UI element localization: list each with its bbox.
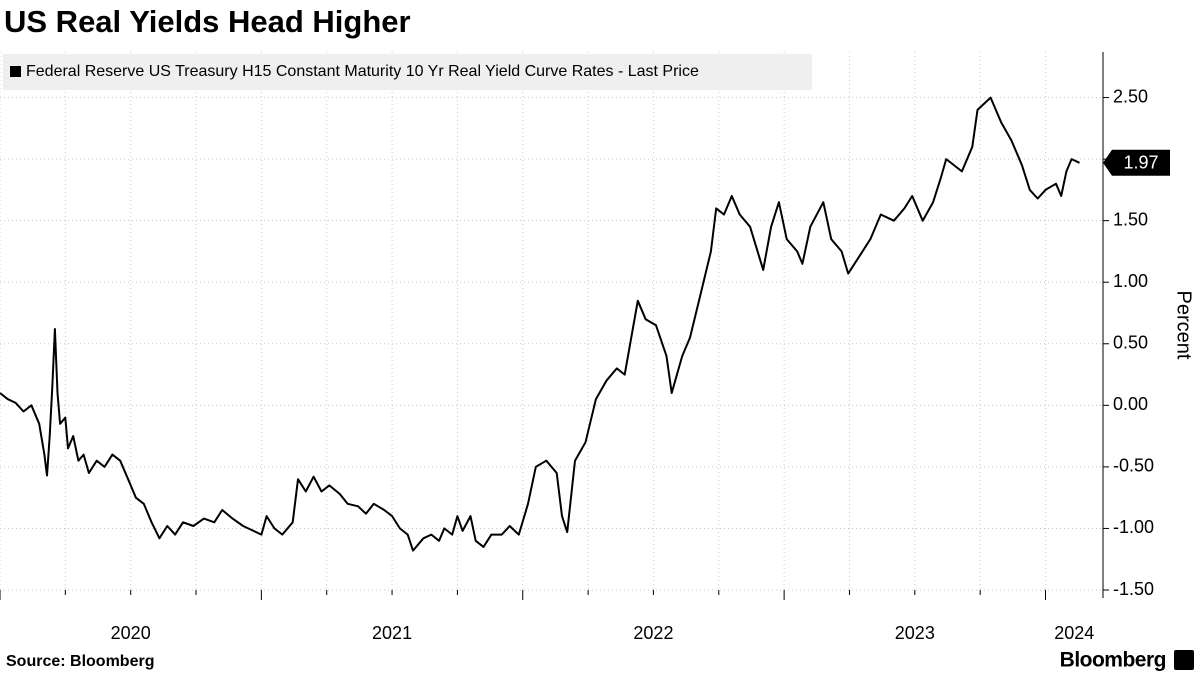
x-tick-label: 2020 xyxy=(111,623,151,643)
x-tick-label: 2021 xyxy=(372,623,412,643)
brand: Bloomberg xyxy=(1060,649,1166,672)
y-tick-label: 0.50 xyxy=(1113,333,1148,353)
x-tick-label: 2022 xyxy=(633,623,673,643)
last-value-label: 1.97 xyxy=(1123,153,1158,173)
y-tick-label: -1.50 xyxy=(1113,579,1154,599)
source: Source: Bloomberg xyxy=(6,653,154,670)
legend-label: Federal Reserve US Treasury H15 Constant… xyxy=(26,63,699,80)
line xyxy=(0,96,1080,552)
y-tick-label: 1.00 xyxy=(1113,271,1148,291)
x-tick-label: 2023 xyxy=(895,623,935,643)
legend-swatch xyxy=(10,66,21,77)
x-tick-label: 2024 xyxy=(1054,623,1094,643)
y-tick-label: -1.00 xyxy=(1113,517,1154,537)
last-value-tag: 1.97 xyxy=(1103,149,1170,176)
legend: Federal Reserve US Treasury H15 Constant… xyxy=(3,54,812,90)
y-axis-label: Percent xyxy=(1173,291,1195,360)
y-tick-label: 1.50 xyxy=(1113,209,1148,229)
y-tick-label: 0.00 xyxy=(1113,394,1148,414)
y-tick-label: -0.50 xyxy=(1113,456,1154,476)
last-value-tag-shape xyxy=(1103,149,1170,176)
legend-box xyxy=(3,54,812,90)
chart-title: US Real Yields Head Higher xyxy=(4,4,411,39)
brand-icon xyxy=(1174,650,1194,670)
y-tick-label: 2.50 xyxy=(1113,86,1148,106)
